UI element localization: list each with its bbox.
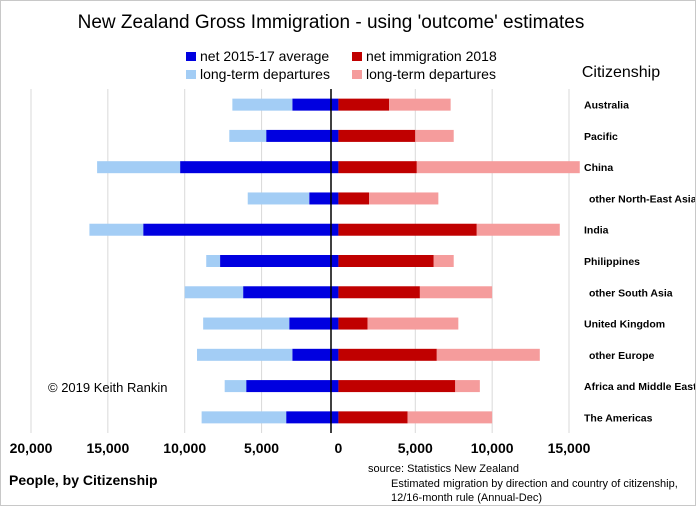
bar-the-americas-right-0 <box>338 411 408 424</box>
category-label-the-americas: The Americas <box>584 412 653 424</box>
bar-pacific-right-1 <box>415 129 454 142</box>
bar-china-right-1 <box>416 161 580 174</box>
category-label-australia: Australia <box>584 100 629 112</box>
x-tick-label-1: 15,000 <box>86 440 129 456</box>
legend-swatch-net-2015-17 <box>186 52 196 61</box>
source-line-1: source: Statistics New Zealand <box>368 463 519 475</box>
bar-other-north-east-asia-right-0 <box>338 192 370 205</box>
category-label-other-north-east-asia: other North-East Asia <box>589 193 696 205</box>
bar-philippines-right-1 <box>433 255 454 267</box>
bar-united-kingdom-right-0 <box>338 317 368 330</box>
bar-australia-left-0 <box>292 98 339 111</box>
bar-other-north-east-asia-left-0 <box>309 192 339 205</box>
bar-other-south-asia-left-1 <box>184 286 244 299</box>
bar-china-left-0 <box>180 161 339 174</box>
category-label-pacific: Pacific <box>584 131 618 143</box>
bar-the-americas-left-1 <box>201 411 287 424</box>
bar-india-left-1 <box>89 223 144 236</box>
bar-the-americas-left-0 <box>286 411 339 424</box>
bar-united-kingdom-left-0 <box>289 317 339 330</box>
bars <box>89 98 580 424</box>
category-labels: Australia Pacific China other North-East As… <box>584 100 696 425</box>
bar-china-left-1 <box>97 161 181 174</box>
x-tick-label-4: 0 <box>335 440 343 456</box>
bar-africa-and-middle-east-left-0 <box>246 380 339 393</box>
bar-pacific-right-0 <box>338 129 416 142</box>
bar-africa-and-middle-east-right-1 <box>455 380 480 393</box>
legend-swatch-departures-left <box>186 70 196 79</box>
legend-label-departures-right: long-term departures <box>366 66 496 82</box>
category-label-philippines: Philippines <box>584 256 640 268</box>
legend-swatch-departures-right <box>352 70 362 79</box>
bar-china-right-0 <box>338 161 417 174</box>
bar-other-south-asia-right-0 <box>338 286 420 299</box>
x-axis-title: People, by Citizenship <box>9 472 158 488</box>
bar-pacific-left-0 <box>266 129 339 142</box>
bar-philippines-left-0 <box>220 255 339 267</box>
chart-title: New Zealand Gross Immigration - using 'o… <box>78 12 585 33</box>
legend-label-net-2018: net immigration 2018 <box>366 48 497 64</box>
x-tick-label-7: 15,000 <box>548 440 591 456</box>
legend-label-net-2015-17: net 2015-17 average <box>200 48 329 64</box>
bar-pacific-left-1 <box>229 129 267 142</box>
copyright-note: © 2019 Keith Rankin <box>48 380 167 395</box>
bar-australia-right-0 <box>338 98 390 111</box>
bar-africa-and-middle-east-right-0 <box>338 380 456 393</box>
bar-other-north-east-asia-left-1 <box>247 192 310 205</box>
bar-africa-and-middle-east-left-1 <box>224 380 247 393</box>
legend-label-departures-left: long-term departures <box>200 66 330 82</box>
category-label-china: China <box>584 162 613 174</box>
bar-the-americas-right-1 <box>407 411 493 424</box>
bar-other-europe-right-1 <box>436 348 540 361</box>
bar-united-kingdom-right-1 <box>367 317 459 330</box>
category-header: Citizenship <box>582 64 660 81</box>
x-tick-label-5: 5,000 <box>398 440 433 456</box>
category-label-india: India <box>584 225 609 237</box>
bar-other-europe-right-0 <box>338 348 437 361</box>
source-line-3: 12/16-month rule (Annual-Dec) <box>391 492 542 504</box>
source-line-2: Estimated migration by direction and cou… <box>391 478 678 490</box>
legend-swatch-net-2018 <box>352 52 362 61</box>
bar-other-south-asia-left-0 <box>243 286 339 299</box>
bar-united-kingdom-left-1 <box>203 317 290 330</box>
bar-other-europe-left-0 <box>292 348 339 361</box>
x-tick-labels: 20,000 15,000 10,000 5,000 0 5,000 10,000 15,00… <box>10 440 591 456</box>
bar-philippines-left-1 <box>206 255 221 267</box>
category-label-other-europe: other Europe <box>589 350 654 362</box>
bar-australia-right-1 <box>389 98 451 111</box>
x-tick-label-3: 5,000 <box>244 440 279 456</box>
bar-india-right-0 <box>338 223 477 236</box>
bar-india-left-0 <box>143 223 339 236</box>
category-label-africa-and-middle-east: Africa and Middle East <box>584 381 696 393</box>
category-label-united-kingdom: United Kingdom <box>584 319 665 331</box>
bar-other-north-east-asia-right-1 <box>369 192 439 205</box>
bar-india-right-1 <box>476 223 560 236</box>
bar-philippines-right-0 <box>338 255 434 267</box>
bar-australia-left-1 <box>232 98 293 111</box>
legend: net 2015-17 average net immigration 2018… <box>186 48 497 82</box>
x-tick-label-6: 10,000 <box>471 440 514 456</box>
x-tick-label-2: 10,000 <box>163 440 206 456</box>
category-label-other-south-asia: other South Asia <box>589 287 673 299</box>
x-tick-label-0: 20,000 <box>10 440 53 456</box>
bar-other-europe-left-1 <box>197 348 293 361</box>
bar-other-south-asia-right-1 <box>419 286 493 299</box>
